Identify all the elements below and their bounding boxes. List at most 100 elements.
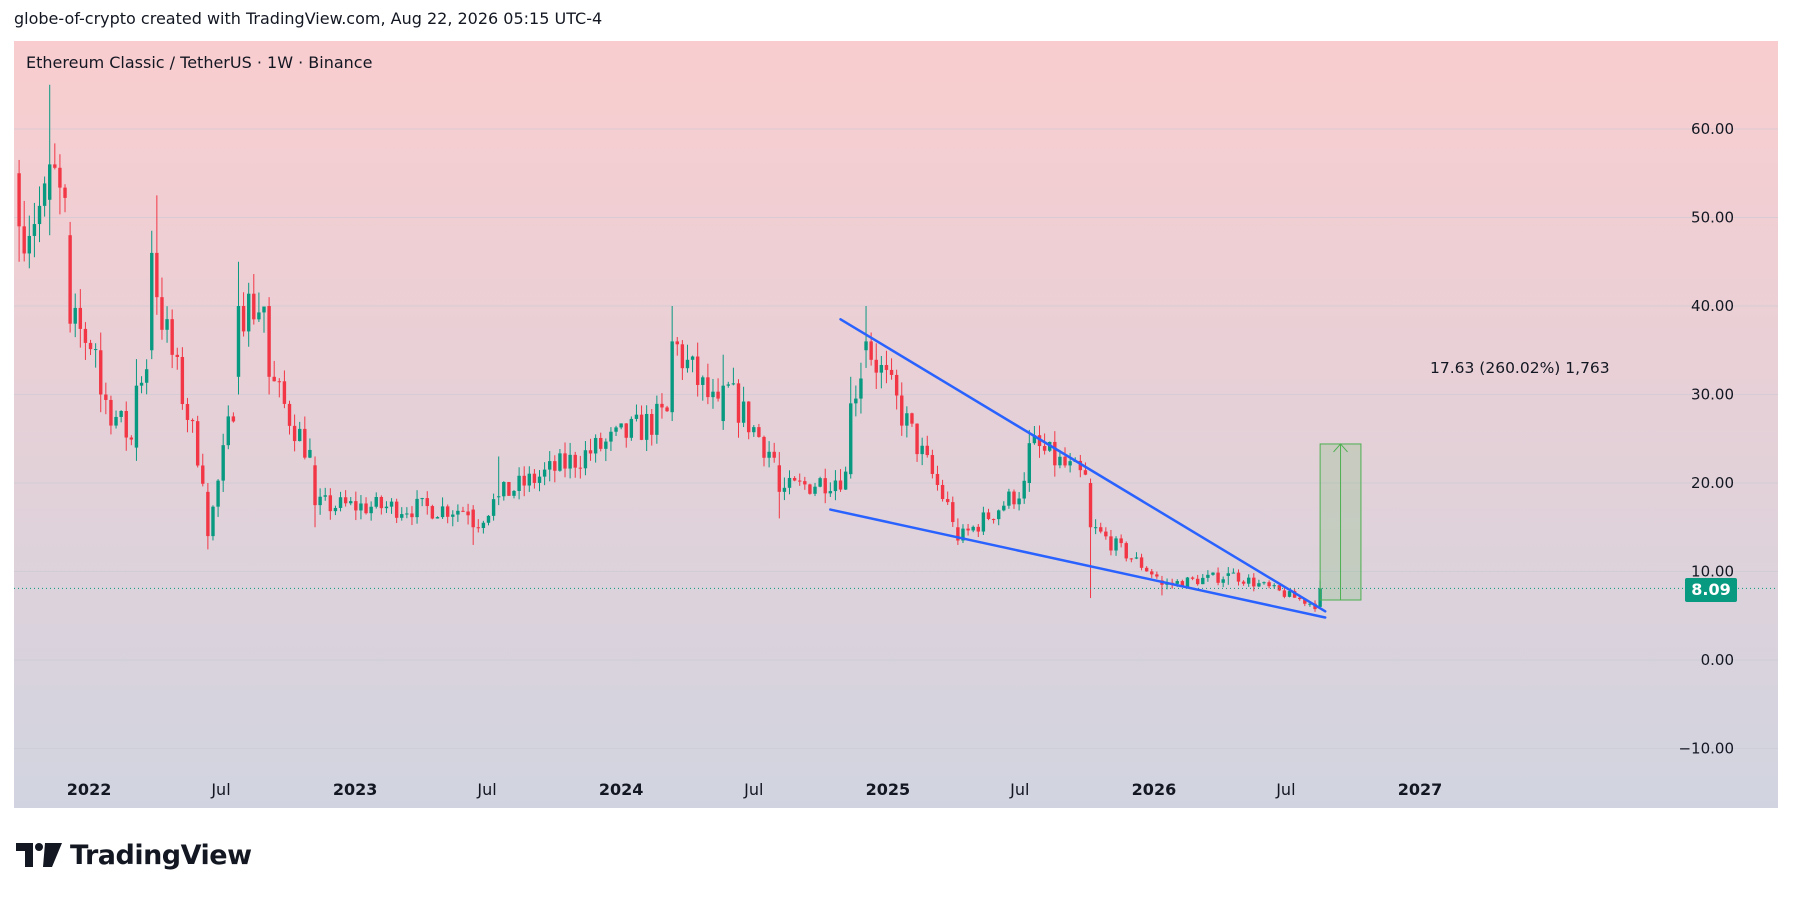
candle-body <box>548 461 552 470</box>
tradingview-brand[interactable]: TradingView <box>16 838 252 872</box>
chart-panel[interactable]: −10.00 0.00 10.00 20.00 30.00 40.00 50.00 60.00… <box>14 41 1778 808</box>
candle-body <box>573 454 577 468</box>
candle-body <box>869 341 873 360</box>
candle-body <box>1257 583 1261 587</box>
drawing-annotations[interactable] <box>14 318 1778 619</box>
candle-body <box>267 306 271 377</box>
candle-body <box>553 461 557 471</box>
candle-body <box>109 399 113 426</box>
candle-body <box>374 497 378 507</box>
candle-body <box>650 413 654 435</box>
candle-body <box>48 164 52 200</box>
time-axis[interactable]: 2022 Jul 2023 Jul 2024 Jul 2025 Jul 2026 Jul 2027 <box>67 780 1442 799</box>
y-tick-label: 50.00 <box>1691 209 1734 227</box>
candle-body <box>1185 577 1190 588</box>
candle-body <box>629 418 634 438</box>
y-tick-label: −10.00 <box>1678 740 1734 758</box>
x-tick-label: 2022 <box>67 780 112 799</box>
x-tick-label: Jul <box>1275 780 1295 799</box>
chart-canvas[interactable]: −10.00 0.00 10.00 20.00 30.00 40.00 50.00 60.00… <box>14 41 1778 808</box>
candle-body <box>583 450 588 469</box>
candle-body <box>1221 579 1225 583</box>
candle-body <box>813 486 817 494</box>
candle-body <box>787 477 792 488</box>
candle-body <box>976 526 980 532</box>
candle-body <box>1303 599 1307 604</box>
candle-body <box>711 391 715 398</box>
candle-body <box>22 226 26 254</box>
brand-name: TradingView <box>70 839 252 871</box>
y-tick-label: 10.00 <box>1691 563 1734 581</box>
candle-body <box>298 428 302 442</box>
candle-body <box>410 513 414 518</box>
candle-body <box>690 356 695 360</box>
candle-body <box>425 498 429 507</box>
candle-body <box>466 511 470 516</box>
candle-body <box>1267 582 1271 587</box>
candle-body <box>1155 574 1159 577</box>
y-tick-label: 30.00 <box>1691 386 1734 404</box>
candle-body <box>491 499 496 516</box>
candle-body <box>272 376 276 382</box>
candle-body <box>221 445 225 481</box>
candle-body <box>389 501 394 507</box>
candle-body <box>211 506 215 537</box>
candle-body <box>777 465 782 492</box>
chart-credit-header: globe-of-crypto created with TradingView… <box>14 9 603 28</box>
x-tick-label: 2026 <box>1132 780 1177 799</box>
candlestick-series <box>17 84 1322 612</box>
candle-body <box>1226 573 1230 576</box>
candle-body <box>527 473 532 486</box>
candle-body <box>1175 581 1179 584</box>
candle-body <box>849 403 853 475</box>
candle-body <box>1068 461 1072 466</box>
candle-body <box>1252 577 1256 587</box>
price-axis[interactable]: −10.00 0.00 10.00 20.00 30.00 40.00 50.00 60.00 <box>1678 120 1734 758</box>
candle-body <box>915 423 919 455</box>
candle-body <box>1201 577 1205 585</box>
candle-body <box>384 506 389 509</box>
x-tick-label: 2025 <box>866 780 911 799</box>
candle-body <box>889 369 894 375</box>
candle-body <box>884 364 889 370</box>
candle-body <box>1088 483 1093 528</box>
candle-body <box>343 497 348 504</box>
candle-body <box>996 510 1001 520</box>
candle-body <box>731 383 736 385</box>
candle-body <box>578 467 583 469</box>
candle-body <box>349 501 353 504</box>
candle-body <box>910 413 914 424</box>
candle-body <box>364 503 368 514</box>
candle-body <box>394 501 399 518</box>
candle-body <box>695 356 700 385</box>
candle-body <box>292 425 297 442</box>
candle-body <box>670 341 674 413</box>
candle-body <box>507 481 511 496</box>
candle-body <box>614 427 618 432</box>
candle-body <box>1037 435 1042 447</box>
candle-body <box>736 383 741 423</box>
candle-body <box>609 431 613 442</box>
candle-body <box>318 496 322 506</box>
symbol-title[interactable]: Ethereum Classic / TetherUS · 1W · Binan… <box>26 53 373 72</box>
candle-body <box>139 382 144 386</box>
x-tick-label: Jul <box>476 780 496 799</box>
y-tick-label: 40.00 <box>1691 297 1734 315</box>
candle-body <box>124 410 128 438</box>
candle-body <box>114 416 118 426</box>
candle-body <box>303 428 307 458</box>
candle-body <box>241 306 246 332</box>
candle-body <box>925 445 929 456</box>
candle-body <box>1272 585 1276 587</box>
candle-body <box>420 498 424 500</box>
candle-body <box>767 451 771 458</box>
candle-body <box>1206 574 1210 578</box>
candle-body <box>155 252 159 298</box>
candle-body <box>1139 557 1144 568</box>
candle-body <box>1042 446 1047 451</box>
grid-lines <box>14 128 1778 749</box>
candle-body <box>78 307 83 329</box>
last-price-badge: 8.09 <box>1685 578 1737 602</box>
candle-body <box>1236 572 1241 582</box>
candle-body <box>333 507 338 512</box>
